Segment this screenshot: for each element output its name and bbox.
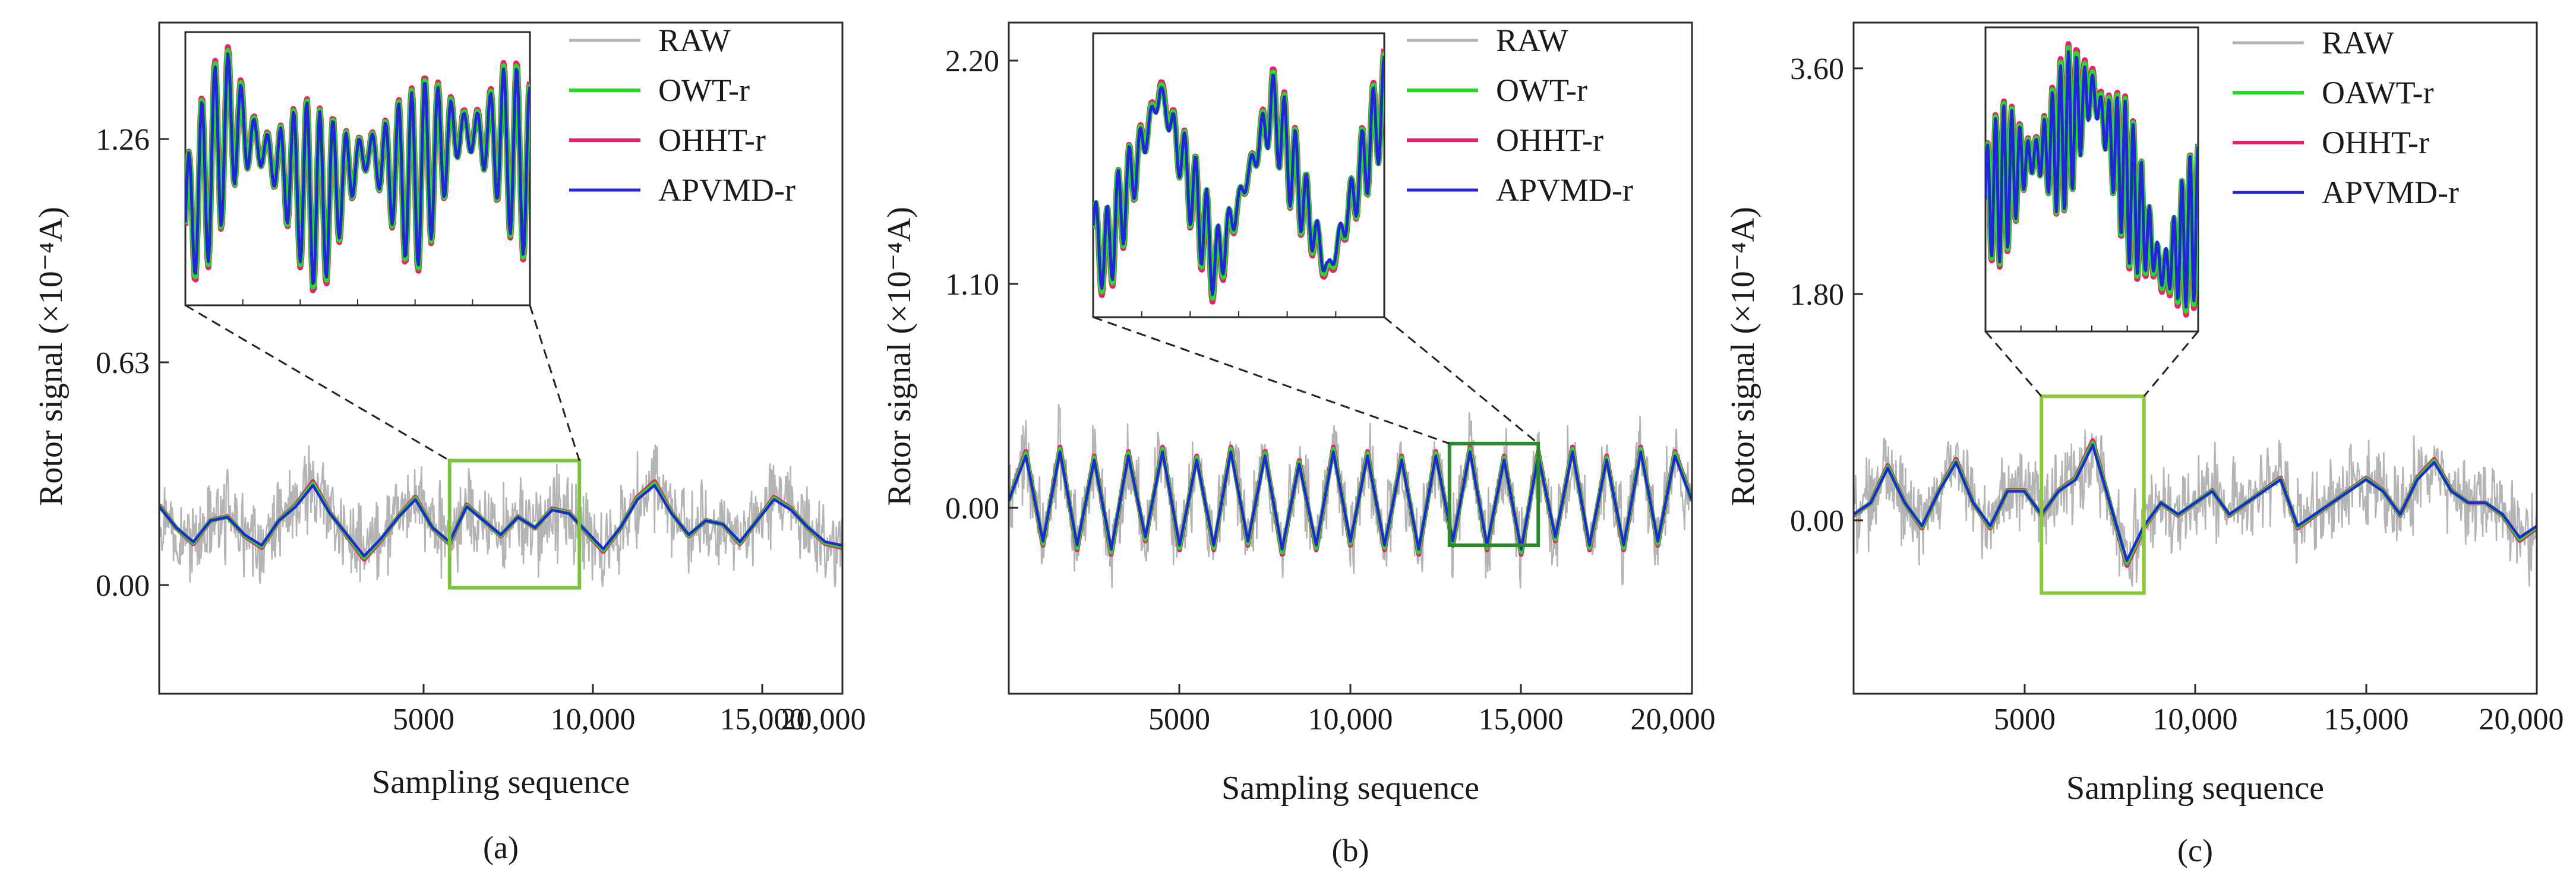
- zoom-inset: [1092, 32, 1385, 318]
- panel-b-series-group: [1009, 404, 1692, 589]
- series-apvmd-line: [1854, 443, 2537, 562]
- panel-b-label: (b): [1332, 833, 1369, 868]
- panel-a-plot-marks: [159, 31, 842, 590]
- inset-apvmd-line: [1985, 50, 2198, 309]
- series-raw-line: [1854, 429, 2537, 587]
- panel-c-y-tick-label: 0.00: [1790, 504, 1844, 538]
- panel-b-y-tick-label: 0.00: [945, 492, 999, 526]
- panel-c: 5000 10,000 15,000 20,000 0.00 1.80 3.60…: [1725, 21, 2564, 868]
- series-raw-line: [159, 444, 842, 587]
- panel-b: 5000 10,000 15,000 20,000 0.00 1.10 2.20…: [881, 21, 1716, 868]
- panel-c-y-ticks: 0.00 1.80 3.60: [1790, 52, 1863, 538]
- panel-a-legend-label: OHHT-r: [658, 122, 766, 158]
- panel-a-label: (a): [483, 830, 519, 865]
- panel-c-x-tick-label: 15,000: [2324, 703, 2409, 737]
- zoom-inset: [184, 31, 531, 306]
- panel-b-y-axis-title: Rotor signal (×10⁻⁴A): [881, 207, 918, 506]
- panel-c-legend-label: APVMD-r: [2322, 175, 2459, 210]
- panel-c-x-tick-label: 10,000: [2153, 703, 2238, 737]
- panel-a-x-ticks: 5000 10,000 15,000 20,000: [393, 684, 866, 737]
- panel-c-x-tick-label: 5000: [1994, 703, 2056, 737]
- panel-c-legend-label: OHHT-r: [2322, 125, 2429, 160]
- panel-a-series-group: [159, 444, 842, 587]
- panel-a-x-tick-label: 20,000: [781, 703, 866, 737]
- panel-b-x-tick-label: 15,000: [1479, 703, 1564, 737]
- panel-c-x-ticks: 5000 10,000 15,000 20,000: [1994, 684, 2564, 737]
- series-raw-line: [1009, 404, 1692, 589]
- panel-b-x-axis-title: Sampling sequence: [1221, 770, 1479, 807]
- panel-b-legend-label: RAW: [1496, 23, 1568, 58]
- panel-b-x-tick-label: 20,000: [1631, 703, 1716, 737]
- panel-b-y-tick-label: 2.20: [945, 45, 999, 78]
- panel-a: 5000 10,000 15,000 20,000 0.00 0.63 1.26…: [33, 21, 866, 865]
- panel-a-y-axis-title: Rotor signal (×10⁻⁴A): [33, 207, 70, 506]
- panel-a-y-tick-label: 0.00: [96, 569, 150, 603]
- panel-c-legend-label: OAWT-r: [2322, 75, 2434, 110]
- panel-a-y-tick-label: 0.63: [96, 346, 150, 380]
- panel-a-legend: RAW OWT-r OHHT-r APVMD-r: [569, 23, 795, 208]
- panel-b-x-tick-label: 5000: [1148, 703, 1210, 737]
- panel-c-legend: RAW OAWT-r OHHT-r APVMD-r: [2233, 25, 2459, 210]
- panel-c-y-tick-label: 3.60: [1790, 52, 1844, 86]
- panel-b-y-tick-label: 1.10: [945, 268, 999, 302]
- zoom-connector-right: [529, 305, 580, 461]
- panel-a-y-ticks: 0.00 0.63 1.26: [96, 123, 169, 603]
- inset-apvmd-line: [185, 52, 530, 285]
- panel-b-legend-label: OHHT-r: [1496, 122, 1603, 158]
- panel-c-x-axis-title: Sampling sequence: [2066, 770, 2324, 807]
- panel-c-y-axis-title: Rotor signal (×10⁻⁴A): [1725, 207, 1761, 506]
- panel-b-legend-label: OWT-r: [1496, 72, 1587, 108]
- zoom-region-box: [1447, 441, 1540, 548]
- panel-a-legend-label: RAW: [658, 23, 731, 58]
- panel-b-y-ticks: 0.00 1.10 2.20: [945, 45, 1018, 526]
- panel-c-plot-marks: [1854, 26, 2537, 595]
- panel-b-x-tick-label: 10,000: [1308, 703, 1393, 737]
- zoom-connector-left: [1093, 316, 1450, 445]
- panel-a-axes-frame: [158, 21, 844, 695]
- zoom-connector-left: [1984, 331, 2043, 397]
- series-apvmd-line: [1009, 450, 1692, 551]
- panel-c-legend-label: RAW: [2322, 25, 2394, 61]
- panel-b-legend-label: APVMD-r: [1496, 172, 1633, 208]
- panel-c-x-tick-label: 20,000: [2479, 703, 2564, 737]
- panel-b-plot-marks: [1009, 32, 1692, 589]
- panel-b-legend: RAW OWT-r OHHT-r APVMD-r: [1407, 23, 1633, 208]
- zoom-inset: [1984, 26, 2199, 333]
- panel-a-x-tick-label: 15,000: [720, 703, 805, 737]
- panel-c-series-group: [1854, 429, 2537, 587]
- panel-a-y-tick-label: 1.26: [96, 123, 150, 157]
- panel-a-x-axis-title: Sampling sequence: [372, 764, 630, 801]
- zoom-connector-right: [1384, 316, 1539, 444]
- panel-b-x-ticks: 5000 10,000 15,000 20,000: [1148, 684, 1716, 737]
- panel-a-legend-label: OWT-r: [658, 72, 750, 108]
- zoom-connector-right: [2143, 331, 2199, 397]
- panel-a-x-tick-label: 10,000: [551, 703, 636, 737]
- panel-c-label: (c): [2177, 833, 2213, 868]
- zoom-connector-left: [185, 304, 450, 462]
- panel-c-y-tick-label: 1.80: [1790, 278, 1844, 312]
- zoom-region-box: [2040, 394, 2146, 595]
- inset-apvmd-line: [1093, 55, 1384, 296]
- zoom-region-box: [447, 459, 582, 590]
- panel-a-legend-label: APVMD-r: [658, 172, 795, 208]
- series-apvmd-line: [159, 483, 842, 558]
- panel-a-x-tick-label: 5000: [393, 703, 454, 737]
